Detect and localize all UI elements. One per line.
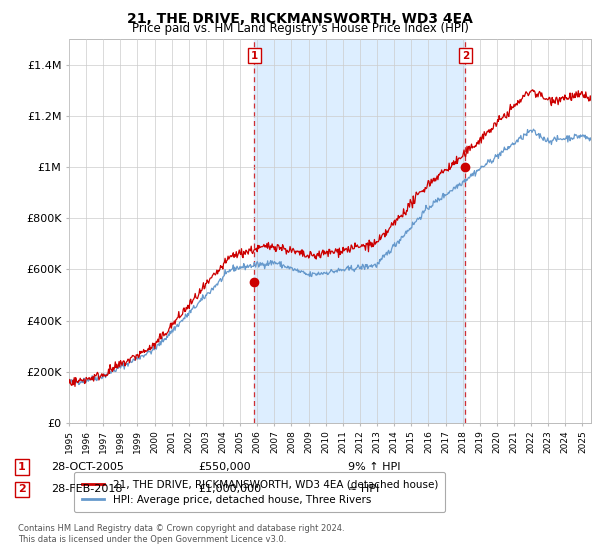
- Text: ≈ HPI: ≈ HPI: [348, 484, 379, 494]
- Text: 1: 1: [18, 462, 26, 472]
- Text: 21, THE DRIVE, RICKMANSWORTH, WD3 4EA: 21, THE DRIVE, RICKMANSWORTH, WD3 4EA: [127, 12, 473, 26]
- Text: £550,000: £550,000: [198, 462, 251, 472]
- Text: 28-OCT-2005: 28-OCT-2005: [51, 462, 124, 472]
- Text: 9% ↑ HPI: 9% ↑ HPI: [348, 462, 401, 472]
- Legend: 21, THE DRIVE, RICKMANSWORTH, WD3 4EA (detached house), HPI: Average price, deta: 21, THE DRIVE, RICKMANSWORTH, WD3 4EA (d…: [74, 472, 445, 512]
- Text: This data is licensed under the Open Government Licence v3.0.: This data is licensed under the Open Gov…: [18, 535, 286, 544]
- Text: £1,000,000: £1,000,000: [198, 484, 261, 494]
- Text: 1: 1: [251, 51, 258, 61]
- Text: Price paid vs. HM Land Registry's House Price Index (HPI): Price paid vs. HM Land Registry's House …: [131, 22, 469, 35]
- Bar: [254, 39, 466, 423]
- Text: 2: 2: [462, 51, 469, 61]
- Text: Contains HM Land Registry data © Crown copyright and database right 2024.: Contains HM Land Registry data © Crown c…: [18, 524, 344, 533]
- Text: 2: 2: [18, 484, 26, 494]
- Text: 28-FEB-2018: 28-FEB-2018: [51, 484, 122, 494]
